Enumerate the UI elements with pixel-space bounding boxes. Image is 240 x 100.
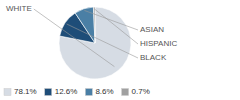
annotation-leader [34,9,115,67]
legend-label: 12.6% [55,87,78,96]
pie-slice [59,7,131,79]
legend: 78.1% 12.6% 8.6% 0.7% [4,87,150,96]
chart: WHITE BLACK ASIAN HISPANIC 78.1% 12.6% 8.6% 0.7… [0,0,240,100]
legend-swatch [45,89,52,96]
legend-label: 0.7% [132,87,150,96]
pie-slice [75,7,95,43]
legend-swatch [122,89,129,96]
legend-label: 8.6% [95,87,113,96]
annotation-leader [67,24,138,58]
annotations: WHITE BLACK ASIAN HISPANIC [6,4,177,67]
legend-swatch [4,89,11,96]
slice-annotation: BLACK [140,53,167,62]
slices [59,7,131,79]
annotation-leader [94,9,138,44]
annotation-leader [84,10,138,30]
slice-annotation: HISPANIC [140,39,177,48]
legend-swatch [85,89,92,96]
slice-annotation: WHITE [6,4,32,13]
legend-label: 78.1% [14,87,37,96]
slice-annotation: ASIAN [140,25,164,34]
